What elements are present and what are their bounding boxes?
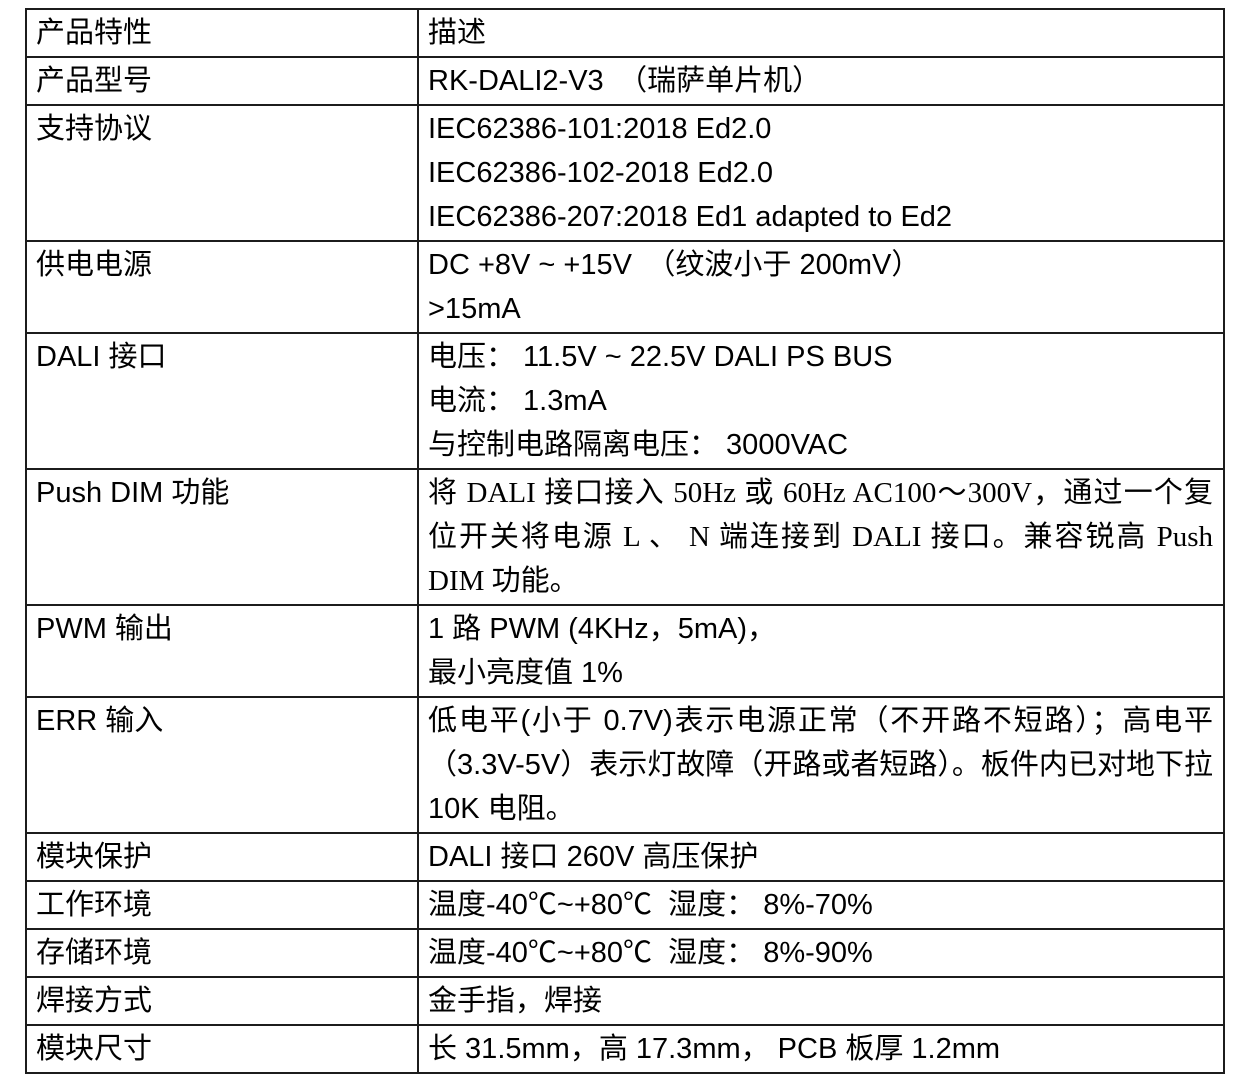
description-line: IEC62386-102-2018 Ed2.0 [428, 157, 774, 189]
description-line: 与控制电路隔离电压： 3000VAC [428, 429, 849, 461]
description-line: DALI 接口 260V 高压保护 [428, 841, 759, 873]
feature-cell: 焊接方式 [25, 976, 419, 1026]
feature-cell: 模块尺寸 [25, 1024, 419, 1074]
description-line: DC +8V ~ +15V （纹波小于 200mV） [428, 249, 921, 281]
description-line: 低电平(小于 0.7V)表示电源正常（不开路不短路）；高电平（3.3V-5V）表… [428, 705, 1213, 825]
feature-label: 产品型号 [36, 65, 153, 97]
header-description-cell: 描述 [417, 8, 1225, 58]
description-line: RK-DALI2-V3 （瑞萨单片机） [428, 65, 822, 97]
description-line: IEC62386-207:2018 Ed1 adapted to Ed2 [428, 201, 953, 233]
table-row: 模块尺寸 长 31.5mm，高 17.3mm， PCB 板厚 1.2mm [25, 1024, 1225, 1074]
description-cell: 金手指，焊接 [417, 976, 1225, 1026]
description-cell: 将 DALI 接口接入 50Hz 或 60Hz AC100～300V，通过一个复… [417, 468, 1225, 606]
table-row: 支持协议 IEC62386-101:2018 Ed2.0 IEC62386-102-… [25, 104, 1225, 242]
feature-cell: 模块保护 [25, 832, 419, 882]
description-cell: 电压： 11.5V ~ 22.5V DALI PS BUS 电流： 1.3mA 与控… [417, 332, 1225, 470]
description-line: 电压： 11.5V ~ 22.5V DALI PS BUS [428, 341, 893, 373]
description-cell: 低电平(小于 0.7V)表示电源正常（不开路不短路）；高电平（3.3V-5V）表… [417, 696, 1225, 834]
header-description-label: 描述 [428, 17, 487, 49]
table-row: DALI 接口 电压： 11.5V ~ 22.5V DALI PS BUS 电流： … [25, 332, 1225, 470]
feature-label: DALI 接口 [36, 341, 167, 373]
description-cell: DC +8V ~ +15V （纹波小于 200mV） >15mA [417, 240, 1225, 334]
feature-label: Push DIM 功能 [36, 477, 230, 509]
table-row: 模块保护 DALI 接口 260V 高压保护 [25, 832, 1225, 882]
feature-label: PWM 输出 [36, 613, 173, 645]
feature-cell: 支持协议 [25, 104, 419, 242]
header-feature-label: 产品特性 [36, 17, 153, 49]
description-cell: IEC62386-101:2018 Ed2.0 IEC62386-102-2018… [417, 104, 1225, 242]
table-row: 工作环境 温度-40℃~+80℃ 湿度： 8%-70% [25, 880, 1225, 930]
feature-cell: 产品型号 [25, 56, 419, 106]
header-feature-cell: 产品特性 [25, 8, 419, 58]
feature-label: 支持协议 [36, 113, 153, 145]
table-header-row: 产品特性 描述 [25, 8, 1225, 58]
table-row: ERR 输入 低电平(小于 0.7V)表示电源正常（不开路不短路）；高电平（3.3… [25, 696, 1225, 834]
product-spec-table: 产品特性 描述 产品型号 RK-DALI2-V3 （瑞萨单片机） 支持协议 IEC62… [25, 8, 1225, 1074]
feature-cell: 工作环境 [25, 880, 419, 930]
feature-label: 工作环境 [36, 889, 153, 921]
description-line: 温度-40℃~+80℃ 湿度： 8%-90% [428, 937, 873, 969]
feature-cell: PWM 输出 [25, 604, 419, 698]
description-cell: 温度-40℃~+80℃ 湿度： 8%-70% [417, 880, 1225, 930]
table-row: Push DIM 功能 将 DALI 接口接入 50Hz 或 60Hz AC100… [25, 468, 1225, 606]
description-line: 电流： 1.3mA [428, 385, 607, 417]
description-line: 最小亮度值 1% [428, 657, 623, 689]
description-line: IEC62386-101:2018 Ed2.0 [428, 113, 772, 145]
table-row: 存储环境 温度-40℃~+80℃ 湿度： 8%-90% [25, 928, 1225, 978]
description-cell: DALI 接口 260V 高压保护 [417, 832, 1225, 882]
description-cell: RK-DALI2-V3 （瑞萨单片机） [417, 56, 1225, 106]
description-line: 将 DALI 接口接入 50Hz 或 60Hz AC100～300V，通过一个复… [428, 477, 1213, 597]
description-line: 长 31.5mm，高 17.3mm， PCB 板厚 1.2mm [428, 1033, 1001, 1065]
feature-cell: ERR 输入 [25, 696, 419, 834]
description-line: 1 路 PWM (4KHz，5mA)， [428, 613, 777, 645]
description-line: 温度-40℃~+80℃ 湿度： 8%-70% [428, 889, 873, 921]
description-cell: 长 31.5mm，高 17.3mm， PCB 板厚 1.2mm [417, 1024, 1225, 1074]
feature-label: 存储环境 [36, 937, 153, 969]
feature-label: 供电电源 [36, 249, 153, 281]
description-cell: 1 路 PWM (4KHz，5mA)， 最小亮度值 1% [417, 604, 1225, 698]
feature-label: 模块尺寸 [36, 1033, 153, 1065]
table-row: PWM 输出 1 路 PWM (4KHz，5mA)， 最小亮度值 1% [25, 604, 1225, 698]
feature-cell: 存储环境 [25, 928, 419, 978]
description-line: 金手指，焊接 [428, 985, 603, 1017]
feature-label: 焊接方式 [36, 985, 153, 1017]
feature-label: ERR 输入 [36, 705, 164, 737]
description-cell: 温度-40℃~+80℃ 湿度： 8%-90% [417, 928, 1225, 978]
description-line: >15mA [428, 293, 521, 325]
table-row: 焊接方式 金手指，焊接 [25, 976, 1225, 1026]
table-row: 供电电源 DC +8V ~ +15V （纹波小于 200mV） >15mA [25, 240, 1225, 334]
table-row: 产品型号 RK-DALI2-V3 （瑞萨单片机） [25, 56, 1225, 106]
feature-cell: 供电电源 [25, 240, 419, 334]
feature-label: 模块保护 [36, 841, 153, 873]
feature-cell: Push DIM 功能 [25, 468, 419, 606]
feature-cell: DALI 接口 [25, 332, 419, 470]
